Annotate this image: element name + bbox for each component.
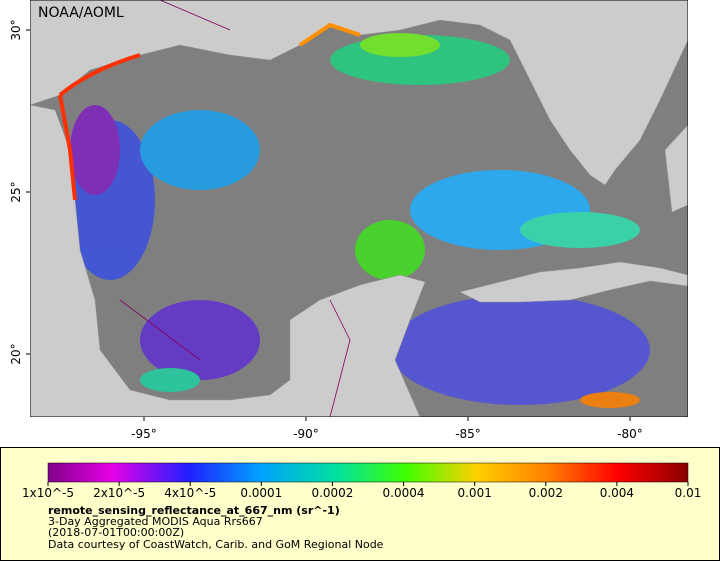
description: 3-Day Aggregated MODIS Aqua Rrs667	[48, 515, 263, 528]
colorbar-label: 0.0001	[240, 486, 282, 500]
lat-tick-label: 20°	[9, 343, 23, 364]
colorbar-label: 0.0002	[311, 486, 353, 500]
lon-tick-label: -90°	[293, 427, 319, 441]
borders	[119, 0, 351, 417]
mexico-land	[30, 104, 426, 417]
map-area	[30, 0, 688, 417]
blob	[580, 392, 640, 408]
credit: NOAA/AOML	[38, 5, 124, 21]
bahamas-land	[664, 124, 688, 213]
colorbar-label: 0.0004	[383, 486, 425, 500]
blob	[70, 105, 120, 195]
colorbar-label: 0.001	[457, 486, 491, 500]
colorbar	[47, 462, 689, 483]
lon-tick-label: -95°	[131, 427, 157, 441]
axis-ticks: -95° -90° -85° -80° 20° 25° 30°	[9, 19, 643, 441]
blob	[390, 295, 650, 405]
cuba-land	[459, 261, 688, 303]
blob	[140, 368, 200, 392]
time: (2018-07-01T00:00:00Z)	[48, 526, 184, 539]
source: Data courtesy of CoastWatch, Carib. and …	[48, 538, 384, 551]
blob	[140, 300, 260, 380]
land	[30, 0, 688, 417]
colorbar-label: 0.01	[675, 486, 702, 500]
colorbar-label: 0.002	[529, 486, 563, 500]
lat-tick-label: 25°	[9, 181, 23, 202]
blob	[360, 33, 440, 57]
colorbar-labels: 1x10^-5 2x10^-5 4x10^-5 0.0001 0.0002 0.0004 0…	[22, 482, 701, 500]
colorbar-label: 2x10^-5	[93, 486, 145, 500]
us-land	[30, 0, 688, 186]
variable-name: remote_sensing_reflectance_at_667_nm (sr…	[48, 504, 340, 517]
coastal-high-values	[58, 53, 141, 201]
lat-tick-label: 30°	[9, 19, 23, 40]
colorbar-label: 0.004	[600, 486, 634, 500]
blob	[140, 110, 260, 190]
blob	[355, 220, 425, 280]
lon-tick-label: -85°	[455, 427, 481, 441]
coastal-high-values	[298, 22, 361, 47]
blob	[520, 212, 640, 248]
lon-tick-label: -80°	[617, 427, 643, 441]
colorbar-label: 1x10^-5	[22, 486, 74, 500]
colorbar-label: 4x10^-5	[164, 486, 216, 500]
